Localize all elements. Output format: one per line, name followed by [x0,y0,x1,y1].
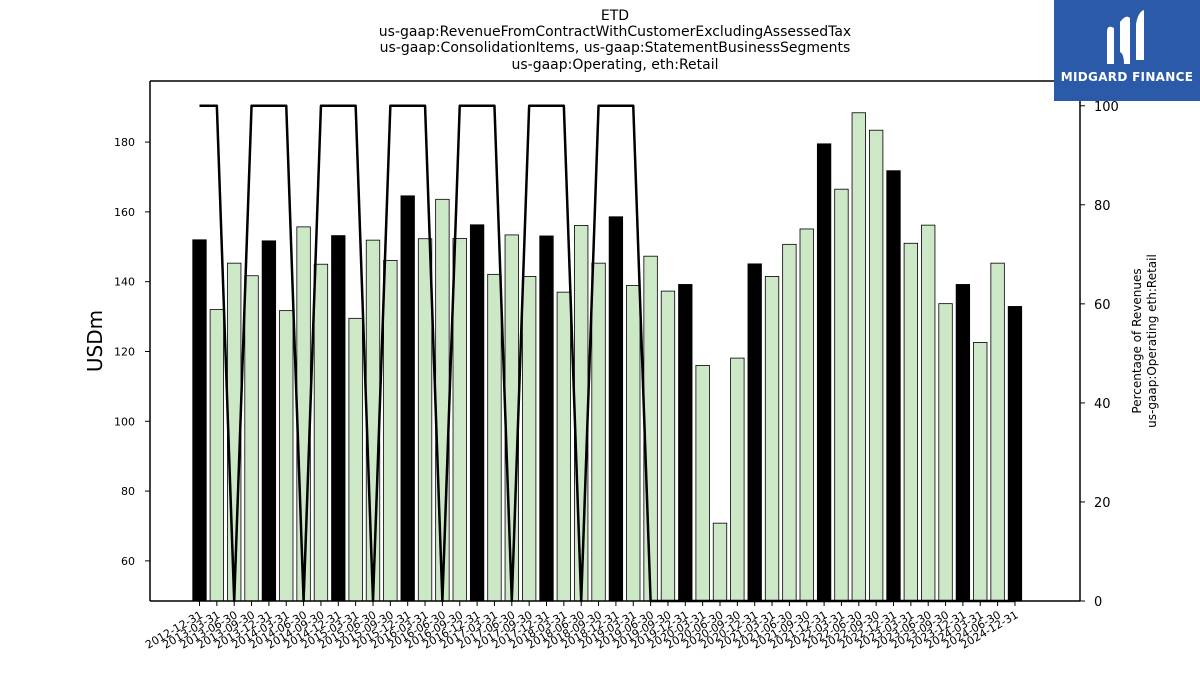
y2-axis-label-line-2: us-gaap:Operating eth:Retail [1145,254,1159,428]
left-tick-label: 60 [121,555,135,568]
bar-2020-12-31 [747,263,762,602]
brand-logo: MIDGARD FINANCE [1054,0,1200,101]
bar-2019-09-30 [660,290,676,602]
bar-2014-06-30 [296,226,311,602]
bar-2016-06-30 [435,198,450,602]
chart-title-line-2: us-gaap:RevenueFromContractWithCustomerE… [378,24,852,40]
bar-2017-12-31 [539,235,554,602]
bar-2015-12-31 [400,195,415,602]
x-tick-labels: 2012-12-312013-03-312013-06-302013-09-30… [143,601,1020,652]
bar-2015-03-31 [348,317,363,602]
left-tick-label: 160 [114,206,135,219]
bar-2020-03-31 [695,365,710,602]
right-tick-label: 60 [1094,298,1111,313]
left-tick-label: 80 [121,485,135,498]
bar-2014-03-31 [279,310,294,602]
bar-2020-09-30 [730,357,745,602]
y2-axis-label-line-1: Percentage of Revenues [1130,268,1144,413]
bar-2014-12-31 [331,235,346,602]
bar-2014-09-30 [313,263,329,602]
bar-2022-06-30 [851,112,866,602]
bar-2015-09-30 [383,259,398,602]
bar-2018-09-30 [591,262,606,602]
bar-2017-03-31 [487,273,502,602]
left-tick-label: 100 [114,415,135,428]
bar-2024-12-31 [1007,306,1023,602]
bar-2023-12-31 [955,284,971,602]
bar-2018-12-31 [608,216,624,602]
bar-2021-12-31 [816,143,832,602]
bar-2018-06-30 [574,225,589,602]
bar-2022-12-31 [886,170,901,602]
axes-layer [149,80,1081,602]
bar-2013-03-31 [209,309,225,602]
bar-2021-03-31 [764,276,780,602]
bar-2023-09-30 [938,303,953,602]
bar-2012-12-31 [192,239,207,602]
chart-title-line-1: ETD [600,8,630,24]
bar-2013-12-31 [261,240,277,602]
bar-2024-06-30 [990,262,1005,602]
bar-2021-09-30 [799,228,814,602]
y-axis-label: USDm [83,310,107,372]
bar-2023-03-31 [903,242,918,602]
bar-2017-09-30 [522,276,537,602]
bar-2016-03-31 [417,238,433,602]
left-tick-labels: 60 80 100 120 140 160 180 [114,136,150,568]
right-tick-labels: 0 20 40 60 80 100 [1080,100,1119,610]
bar-2019-06-30 [643,255,658,602]
bar-2023-06-30 [921,224,936,602]
left-tick-label: 120 [114,345,135,358]
bar-2017-06-30 [504,234,519,602]
bar-2018-03-31 [556,291,571,602]
right-tick-label: 0 [1094,595,1102,610]
logo-text: MIDGARD FINANCE [1060,70,1194,84]
bar-2016-09-30 [452,237,467,602]
bar-2013-09-30 [244,275,259,602]
chart-title-line-4: us-gaap:Operating, eth:Retail [511,57,719,73]
right-tick-label: 80 [1094,199,1111,214]
right-tick-label: 20 [1094,496,1111,511]
bar-2022-03-31 [834,188,849,602]
right-tick-label: 40 [1094,397,1111,412]
bar-2019-12-31 [678,284,693,602]
bar-2021-06-30 [782,243,797,602]
logo-mark-icon [1107,10,1144,65]
bar-2019-03-31 [626,285,641,602]
left-tick-label: 180 [114,136,135,149]
bar-2020-06-30 [712,522,728,602]
bar-2016-12-31 [469,224,485,602]
bar-2015-06-30 [365,239,381,602]
bar-2022-09-30 [869,129,884,602]
chart-title-line-3: us-gaap:ConsolidationItems, us-gaap:Stat… [379,40,851,56]
left-tick-label: 140 [114,276,135,289]
bar-2024-03-31 [973,341,988,602]
right-tick-label: 100 [1094,100,1119,115]
